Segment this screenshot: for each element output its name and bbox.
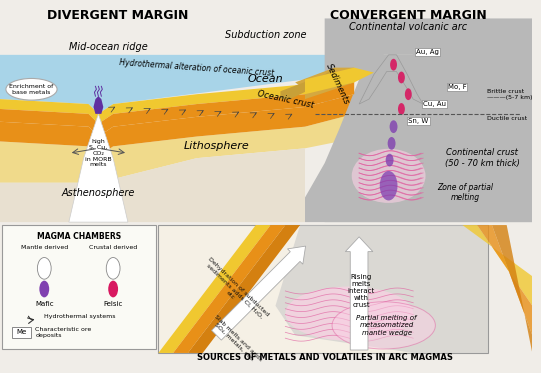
FancyArrow shape xyxy=(212,246,306,340)
Text: Hydrothermal alteration of oceanic crust: Hydrothermal alteration of oceanic crust xyxy=(119,58,274,78)
Ellipse shape xyxy=(405,88,412,100)
Text: Ocean: Ocean xyxy=(248,75,283,84)
Ellipse shape xyxy=(6,78,57,100)
Polygon shape xyxy=(463,225,532,306)
Text: Sediments: Sediments xyxy=(324,62,351,106)
Text: Brittle crust
———(5-7 km): Brittle crust ———(5-7 km) xyxy=(487,89,532,100)
Text: Dehydration of subducted
sediments adds Cl, H₂O,
etc: Dehydration of subducted sediments adds … xyxy=(199,256,269,326)
Polygon shape xyxy=(325,18,532,222)
Polygon shape xyxy=(0,18,532,222)
Polygon shape xyxy=(69,114,128,222)
Text: SOURCES OF METALS AND VOLATILES IN ARC MAGMAS: SOURCES OF METALS AND VOLATILES IN ARC M… xyxy=(197,353,453,363)
Text: Continental crust
(50 - 70 km thick): Continental crust (50 - 70 km thick) xyxy=(445,148,519,168)
Polygon shape xyxy=(0,94,354,156)
Ellipse shape xyxy=(390,59,397,70)
Text: Lithosphere: Lithosphere xyxy=(183,141,249,151)
Text: Zone of partial
melting: Zone of partial melting xyxy=(437,183,493,202)
Text: Oceanic crust: Oceanic crust xyxy=(256,89,314,110)
Text: Me: Me xyxy=(17,329,27,335)
Polygon shape xyxy=(173,225,285,353)
Text: Subduction zone: Subduction zone xyxy=(225,30,306,40)
Polygon shape xyxy=(0,73,354,124)
Text: DIVERGENT MARGIN: DIVERGENT MARGIN xyxy=(48,9,189,22)
FancyBboxPatch shape xyxy=(12,327,31,338)
Text: Continental volcanic arc: Continental volcanic arc xyxy=(349,22,467,32)
Ellipse shape xyxy=(380,171,398,200)
Polygon shape xyxy=(359,55,423,104)
FancyArrow shape xyxy=(345,237,373,350)
Polygon shape xyxy=(477,225,532,335)
Text: Mantle derived: Mantle derived xyxy=(21,245,68,250)
Polygon shape xyxy=(492,225,532,353)
Text: Rising
melts
interact
with
crust: Rising melts interact with crust xyxy=(347,274,375,308)
Polygon shape xyxy=(159,225,270,353)
Polygon shape xyxy=(295,68,354,99)
Ellipse shape xyxy=(285,286,413,341)
Ellipse shape xyxy=(386,154,393,166)
Text: Asthenosphere: Asthenosphere xyxy=(62,188,135,198)
Polygon shape xyxy=(188,225,300,353)
Polygon shape xyxy=(280,68,334,99)
Polygon shape xyxy=(0,82,354,137)
FancyBboxPatch shape xyxy=(3,225,156,348)
Text: Hydrothermal systems: Hydrothermal systems xyxy=(44,314,116,319)
Polygon shape xyxy=(0,141,305,222)
Text: Au, Ag: Au, Ag xyxy=(416,49,439,55)
Ellipse shape xyxy=(39,280,49,297)
Text: Mid-ocean ridge: Mid-ocean ridge xyxy=(69,42,148,52)
Text: Cu, Au: Cu, Au xyxy=(423,101,446,107)
Text: Mafic: Mafic xyxy=(35,301,54,307)
Ellipse shape xyxy=(388,137,395,150)
Polygon shape xyxy=(0,114,354,183)
Text: Felsic: Felsic xyxy=(103,301,123,307)
Polygon shape xyxy=(94,96,103,114)
Text: Characteristic ore
deposits: Characteristic ore deposits xyxy=(35,327,91,338)
Ellipse shape xyxy=(332,302,436,349)
Text: Ductile crust: Ductile crust xyxy=(487,116,527,121)
Polygon shape xyxy=(0,55,354,114)
Text: CONVERGENT MARGIN: CONVERGENT MARGIN xyxy=(330,9,487,22)
Ellipse shape xyxy=(398,103,405,115)
Text: Sn, W: Sn, W xyxy=(408,118,428,124)
Text: high
S, Cu,
CO₂
in MORB
melts: high S, Cu, CO₂ in MORB melts xyxy=(85,139,111,167)
Polygon shape xyxy=(275,225,488,353)
Ellipse shape xyxy=(398,72,405,84)
Text: MAGMA CHAMBERS: MAGMA CHAMBERS xyxy=(37,232,121,241)
Ellipse shape xyxy=(390,120,398,133)
Text: Partial melting of
metasomatized
mantle wedge: Partial melting of metasomatized mantle … xyxy=(357,315,417,336)
Ellipse shape xyxy=(108,280,118,297)
Ellipse shape xyxy=(352,149,426,203)
Polygon shape xyxy=(305,55,532,222)
FancyBboxPatch shape xyxy=(158,225,489,354)
Ellipse shape xyxy=(106,257,120,279)
Text: Enrichment of
base metals: Enrichment of base metals xyxy=(9,84,54,95)
Text: Mo, F: Mo, F xyxy=(447,84,466,90)
Text: Crustal derived: Crustal derived xyxy=(89,245,137,250)
Polygon shape xyxy=(305,68,374,94)
Text: Slab melts and adds
SO₄, metals, etc.: Slab melts and adds SO₄, metals, etc. xyxy=(209,314,263,366)
Ellipse shape xyxy=(37,257,51,279)
